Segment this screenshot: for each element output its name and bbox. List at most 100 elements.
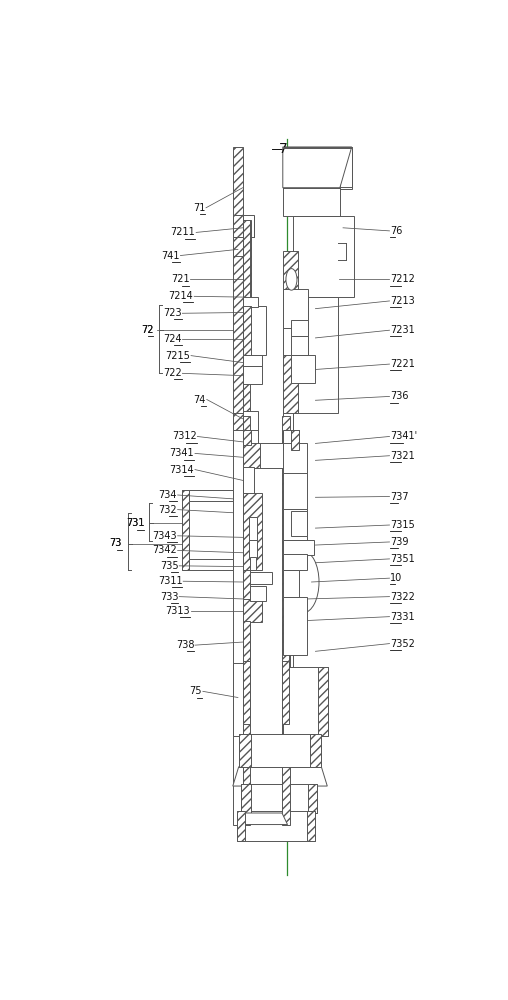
Text: 7322: 7322 bbox=[390, 592, 415, 602]
Bar bbox=[243, 220, 250, 297]
Bar bbox=[243, 366, 262, 384]
Text: 7231: 7231 bbox=[390, 325, 415, 335]
Text: 7352: 7352 bbox=[390, 639, 415, 649]
Bar bbox=[233, 215, 243, 237]
Bar bbox=[243, 467, 255, 493]
Text: 723: 723 bbox=[163, 308, 182, 318]
Text: 7343: 7343 bbox=[152, 531, 177, 541]
Text: 76: 76 bbox=[390, 226, 403, 236]
Bar bbox=[243, 443, 284, 468]
Bar bbox=[283, 251, 298, 413]
Bar bbox=[189, 501, 233, 559]
Bar bbox=[243, 306, 266, 355]
Bar bbox=[283, 570, 299, 597]
Text: 738: 738 bbox=[176, 640, 194, 650]
Bar bbox=[281, 620, 290, 663]
Text: 7314: 7314 bbox=[170, 465, 194, 475]
Bar bbox=[250, 557, 256, 570]
Bar bbox=[233, 147, 243, 216]
Text: 731: 731 bbox=[125, 518, 144, 528]
Text: 721: 721 bbox=[171, 274, 189, 284]
Text: 732: 732 bbox=[158, 505, 177, 515]
Bar bbox=[243, 306, 250, 355]
Text: 7321: 7321 bbox=[390, 451, 415, 461]
Text: 7213: 7213 bbox=[390, 296, 415, 306]
Bar bbox=[243, 416, 250, 825]
Bar bbox=[243, 411, 259, 436]
Bar bbox=[233, 255, 243, 413]
Bar bbox=[291, 511, 307, 536]
Text: 7331: 7331 bbox=[390, 612, 415, 622]
Text: 7214: 7214 bbox=[169, 291, 194, 301]
Bar bbox=[243, 297, 259, 307]
Bar bbox=[243, 411, 250, 436]
Text: 7: 7 bbox=[279, 142, 288, 156]
Bar bbox=[233, 663, 243, 736]
Bar bbox=[243, 493, 262, 570]
Bar bbox=[281, 661, 290, 724]
Text: 734: 734 bbox=[158, 490, 177, 500]
Bar bbox=[318, 667, 328, 736]
Bar bbox=[283, 667, 328, 736]
Bar bbox=[283, 540, 314, 555]
Text: 7215: 7215 bbox=[166, 351, 190, 361]
Bar bbox=[283, 187, 340, 216]
Text: 736: 736 bbox=[390, 391, 409, 401]
Text: 733: 733 bbox=[160, 592, 178, 602]
Polygon shape bbox=[283, 147, 352, 188]
Text: 724: 724 bbox=[163, 334, 182, 344]
Text: 7315: 7315 bbox=[390, 520, 415, 530]
Bar bbox=[291, 336, 308, 355]
Text: 7311: 7311 bbox=[158, 576, 182, 586]
Bar bbox=[243, 599, 262, 622]
Text: 7313: 7313 bbox=[166, 606, 190, 616]
Text: 741: 741 bbox=[161, 251, 180, 261]
Bar bbox=[239, 734, 322, 767]
Bar bbox=[182, 490, 233, 570]
Bar bbox=[283, 147, 352, 148]
Bar bbox=[243, 430, 258, 445]
Bar bbox=[250, 572, 272, 584]
Text: 7342: 7342 bbox=[152, 545, 177, 555]
Text: 72: 72 bbox=[141, 325, 153, 335]
Bar bbox=[307, 784, 318, 813]
Bar bbox=[233, 237, 244, 256]
Text: 10: 10 bbox=[390, 573, 402, 583]
Bar bbox=[283, 597, 307, 655]
Bar bbox=[243, 661, 250, 724]
Bar bbox=[182, 490, 189, 570]
Bar bbox=[233, 237, 243, 256]
Bar bbox=[250, 586, 266, 601]
Text: 7351: 7351 bbox=[390, 554, 415, 564]
Bar bbox=[291, 355, 315, 383]
Bar bbox=[283, 430, 299, 450]
Bar bbox=[281, 416, 290, 825]
Bar bbox=[283, 301, 308, 355]
Bar bbox=[233, 215, 255, 237]
Text: 72: 72 bbox=[141, 325, 153, 335]
Bar bbox=[283, 493, 302, 570]
Text: 7221: 7221 bbox=[390, 359, 415, 369]
Text: 7212: 7212 bbox=[390, 274, 415, 284]
Text: 735: 735 bbox=[160, 561, 178, 571]
Bar bbox=[243, 220, 250, 413]
Bar bbox=[239, 734, 250, 767]
Bar bbox=[249, 517, 257, 540]
Bar bbox=[233, 409, 243, 825]
Text: 74: 74 bbox=[194, 395, 206, 405]
Bar bbox=[283, 289, 308, 328]
Circle shape bbox=[286, 269, 297, 290]
Bar bbox=[283, 473, 307, 513]
Text: 73: 73 bbox=[109, 538, 122, 548]
Bar bbox=[307, 811, 315, 841]
Text: 731: 731 bbox=[125, 518, 144, 528]
Polygon shape bbox=[340, 147, 352, 187]
Text: 722: 722 bbox=[163, 368, 182, 378]
Polygon shape bbox=[238, 813, 288, 825]
Text: 73: 73 bbox=[109, 538, 122, 548]
Bar bbox=[237, 811, 245, 841]
Bar bbox=[243, 430, 250, 445]
Text: 7211: 7211 bbox=[171, 227, 196, 237]
Bar bbox=[249, 540, 257, 559]
Text: 7312: 7312 bbox=[172, 431, 197, 441]
